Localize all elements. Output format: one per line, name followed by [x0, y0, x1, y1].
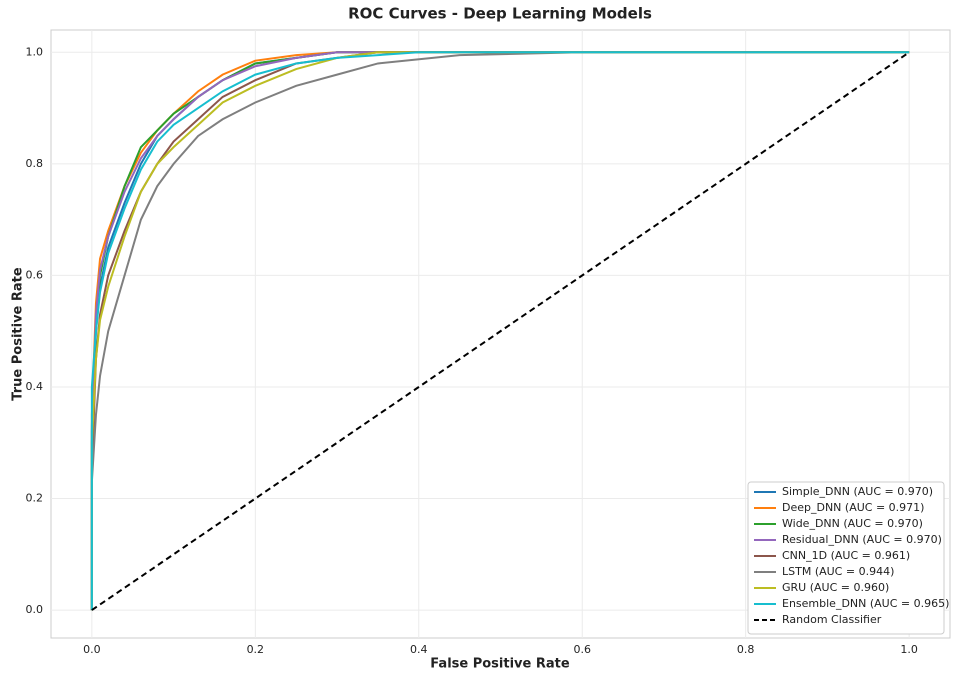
- x-tick-label: 0.2: [247, 643, 265, 656]
- roc-line: [90, 51, 910, 611]
- roc-line: [90, 51, 910, 611]
- x-axis-label: False Positive Rate: [430, 657, 570, 672]
- legend-label: Deep_DNN (AUC = 0.971): [782, 501, 924, 514]
- lines: [90, 51, 910, 611]
- roc-line: [90, 51, 910, 611]
- y-tick-label: 0.2: [26, 492, 44, 505]
- y-axis-label: True Positive Rate: [11, 267, 26, 401]
- legend-label: Random Classifier: [782, 613, 882, 626]
- y-tick-label: 0.0: [26, 603, 44, 616]
- legend-label: LSTM (AUC = 0.944): [782, 565, 894, 578]
- y-tick-label: 0.4: [26, 380, 44, 393]
- y-tick-label: 0.8: [26, 157, 44, 170]
- legend-label: Residual_DNN (AUC = 0.970): [782, 533, 942, 546]
- chart-title: ROC Curves - Deep Learning Models: [348, 5, 652, 23]
- x-tick-label: 0.8: [737, 643, 755, 656]
- y-tick-label: 0.6: [26, 268, 44, 281]
- roc-line: [91, 51, 910, 611]
- x-tick-label: 0.4: [410, 643, 428, 656]
- legend-label: GRU (AUC = 0.960): [782, 581, 889, 594]
- legend-label: CNN_1D (AUC = 0.961): [782, 549, 910, 562]
- x-tick-label: 0.6: [573, 643, 591, 656]
- legend-label: Wide_DNN (AUC = 0.970): [782, 517, 923, 530]
- legend-label: Ensemble_DNN (AUC = 0.965): [782, 597, 949, 610]
- x-tick-label: 0.0: [83, 643, 101, 656]
- x-tick-label: 1.0: [900, 643, 918, 656]
- y-tick-label: 1.0: [26, 45, 44, 58]
- legend-label: Simple_DNN (AUC = 0.970): [782, 485, 933, 498]
- legend-box: [747, 481, 945, 635]
- roc-line: [90, 51, 910, 611]
- legend: Simple_DNN (AUC = 0.970) Deep_DNN (AUC = …: [747, 481, 949, 635]
